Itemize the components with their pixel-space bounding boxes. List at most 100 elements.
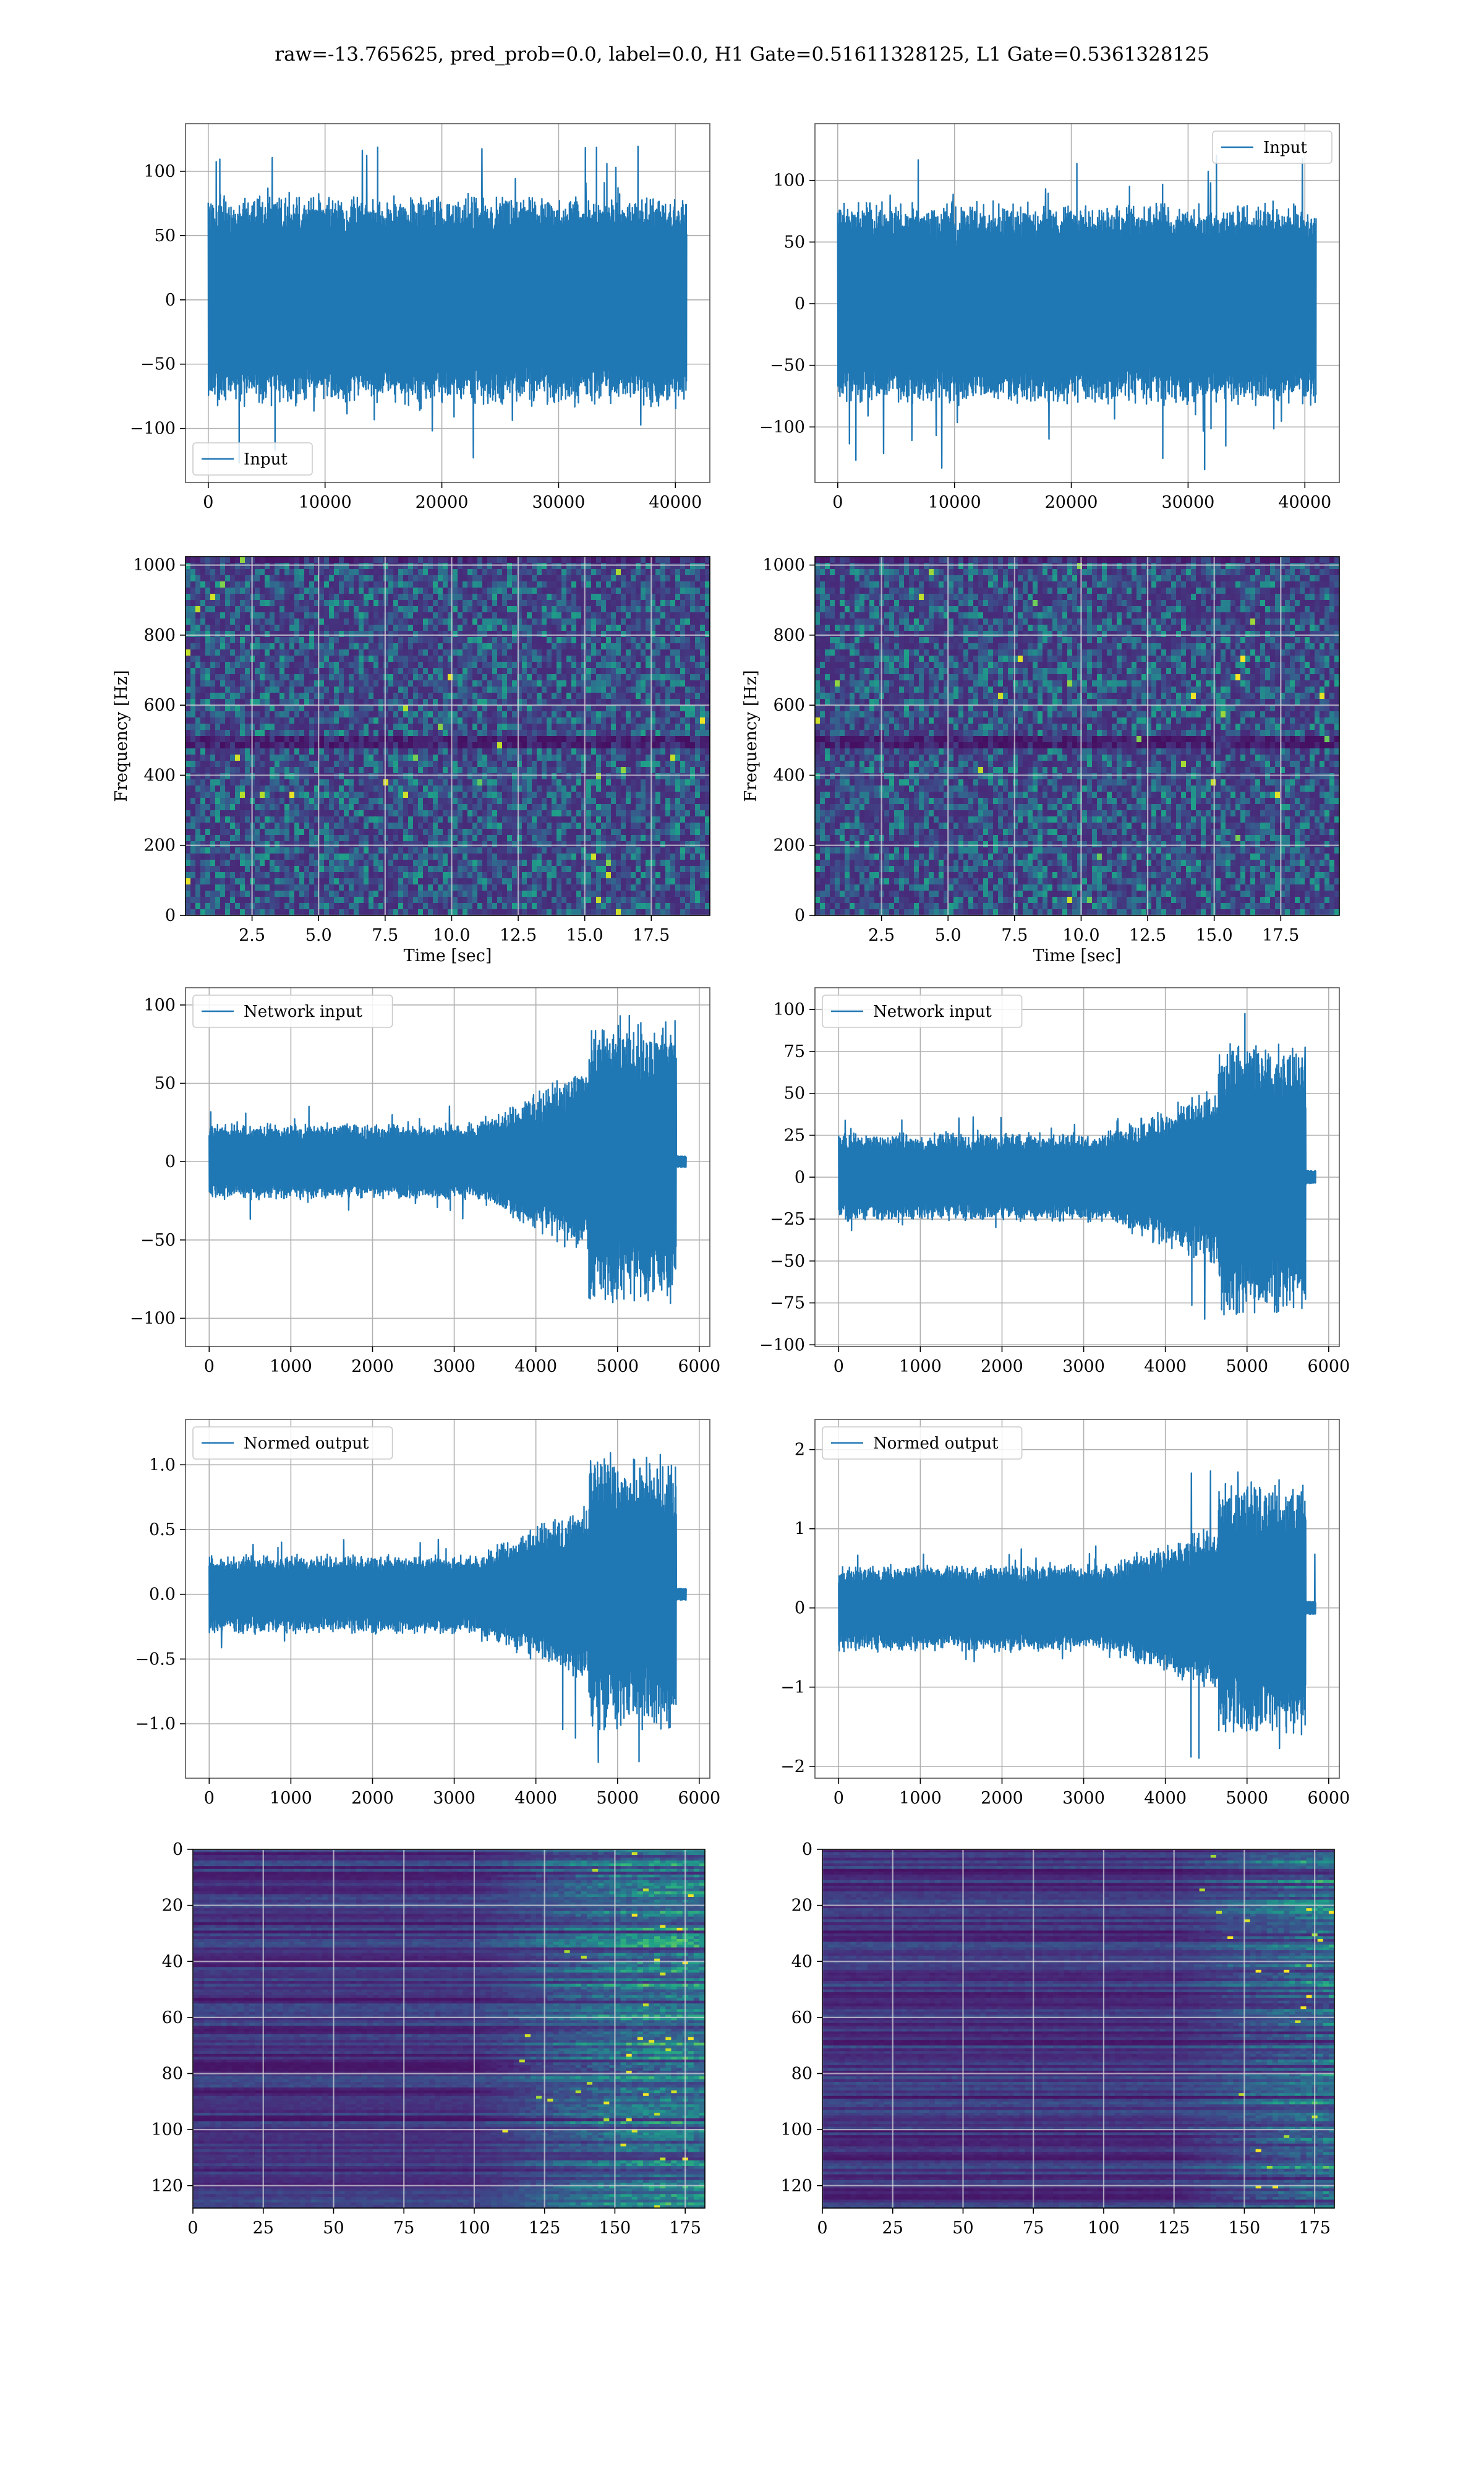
heatmap-cell — [398, 631, 404, 638]
heatmap-cell — [547, 705, 552, 712]
heatmap-cell — [665, 755, 671, 761]
heatmap-cell — [636, 643, 641, 650]
heatmap-cell — [364, 736, 369, 743]
heatmap-cell — [571, 600, 577, 607]
heatmap-cell — [205, 748, 211, 755]
heatmap-cell — [364, 798, 369, 805]
heatmap-cell — [359, 792, 364, 798]
heatmap-cell — [329, 618, 335, 625]
heatmap-cell — [255, 699, 260, 706]
heatmap-cell — [388, 687, 394, 693]
heatmap-cell — [453, 631, 458, 638]
heatmap-cell — [334, 810, 339, 817]
heatmap-cell — [477, 816, 483, 823]
heatmap-cell — [265, 705, 270, 712]
heatmap-cell — [591, 829, 597, 836]
heatmap-cell — [418, 816, 424, 823]
heatmap-cell — [190, 662, 196, 669]
heatmap-cell — [621, 557, 626, 563]
heatmap-cell — [458, 649, 463, 656]
heatmap-cell — [537, 643, 542, 650]
heatmap-cell — [680, 680, 686, 687]
heatmap-cell — [532, 637, 537, 644]
heatmap-cell — [329, 779, 335, 786]
heatmap-cell — [601, 662, 607, 669]
heatmap-cell — [561, 680, 567, 687]
heatmap-cell — [403, 625, 409, 631]
heatmap-cell — [621, 705, 626, 712]
heatmap-cell — [641, 755, 646, 761]
heatmap-cell — [502, 680, 508, 687]
heatmap-cell — [195, 730, 201, 737]
heatmap-cell — [418, 643, 424, 650]
heatmap-cell — [581, 816, 587, 823]
heatmap-cell — [220, 699, 226, 706]
heatmap-cell — [705, 767, 710, 774]
heatmap-cell — [245, 656, 250, 662]
heatmap-cell — [660, 606, 666, 613]
heatmap-cell — [547, 631, 552, 638]
heatmap-cell — [294, 674, 300, 681]
heatmap-cell — [334, 680, 339, 687]
heatmap-cell — [294, 705, 300, 712]
heatmap-cell — [636, 606, 641, 613]
heatmap-cell — [230, 600, 236, 607]
heatmap-cell — [428, 742, 433, 749]
heatmap-cell — [601, 612, 607, 619]
heatmap-cell — [393, 792, 399, 798]
heatmap-cell — [655, 618, 661, 625]
heatmap-cell — [527, 637, 532, 644]
heatmap-cell — [418, 779, 424, 786]
heatmap-cell — [670, 557, 676, 563]
heatmap-cell — [413, 730, 419, 737]
heatmap-cell — [502, 711, 508, 718]
heatmap-cell — [418, 575, 424, 582]
heatmap-cell — [195, 680, 201, 687]
heatmap-cell — [685, 705, 691, 712]
heatmap-cell — [675, 693, 681, 700]
heatmap-cell — [304, 674, 310, 681]
heatmap-cell — [596, 804, 602, 811]
heatmap-cell — [660, 612, 666, 619]
heatmap-cell — [537, 798, 542, 805]
heatmap-cell — [685, 767, 691, 774]
heatmap-cell — [646, 767, 651, 774]
heatmap-cell — [215, 835, 221, 842]
heatmap-cell — [433, 563, 438, 570]
heatmap-cell — [700, 785, 706, 792]
heatmap-cell — [284, 748, 290, 755]
heatmap-cell — [289, 575, 295, 582]
heatmap-cell — [260, 600, 265, 607]
heatmap-cell — [670, 711, 676, 718]
heatmap-cell — [378, 649, 384, 656]
heatmap-cell — [344, 674, 349, 681]
heatmap-cell — [314, 631, 320, 638]
heatmap-cell — [423, 569, 429, 576]
heatmap-cell — [685, 662, 691, 669]
heatmap-cell — [492, 637, 498, 644]
heatmap-cell — [472, 779, 478, 786]
heatmap-cell — [205, 674, 211, 681]
heatmap-cell — [324, 575, 330, 582]
heatmap-cell — [472, 625, 478, 631]
heatmap-cell — [700, 575, 706, 582]
heatmap-cell — [200, 829, 206, 836]
heatmap-cell — [270, 581, 275, 588]
heatmap-cell — [324, 637, 330, 644]
heatmap-cell — [319, 798, 325, 805]
heatmap-cell — [650, 792, 656, 798]
heatmap-cell — [606, 724, 612, 730]
heatmap-cell — [408, 748, 414, 755]
heatmap-cell — [220, 637, 226, 644]
heatmap-cell — [334, 823, 339, 829]
heatmap-cell — [324, 717, 330, 724]
heatmap-cell — [195, 773, 201, 780]
heatmap-cell — [190, 810, 196, 817]
heatmap-cell — [660, 674, 666, 681]
heatmap-cell — [378, 711, 384, 718]
heatmap-cell — [418, 804, 424, 811]
heatmap-cell — [660, 755, 666, 761]
heatmap-cell — [507, 625, 513, 631]
heatmap-cell — [527, 804, 532, 811]
heatmap-cell — [680, 736, 686, 743]
